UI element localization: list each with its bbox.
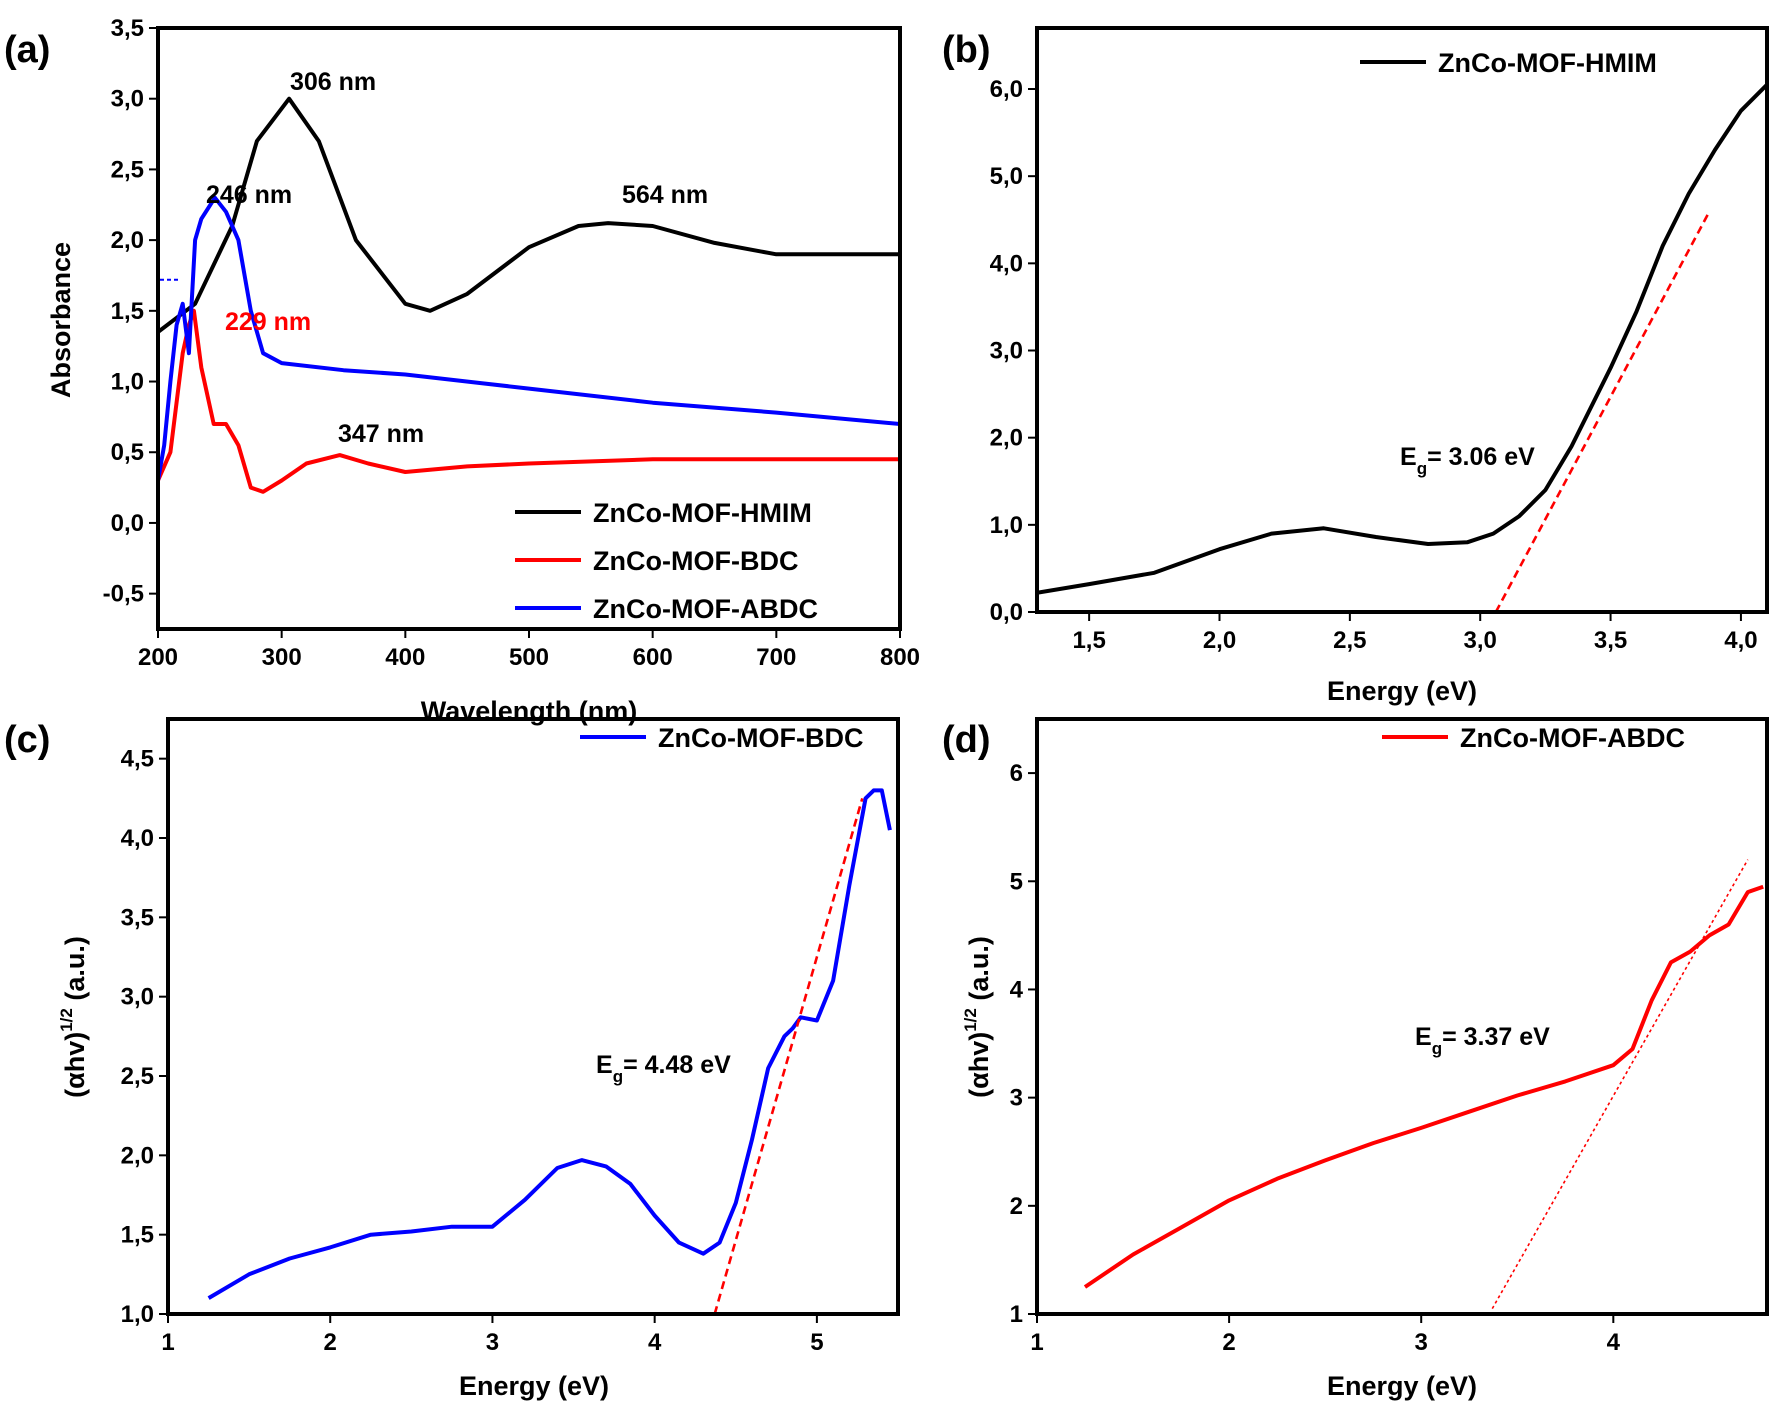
y-tick-label: 1,5 (121, 1222, 154, 1249)
y-tick-label: 6 (1010, 760, 1023, 787)
y-tick-label: 0,0 (111, 510, 144, 537)
x-tick-label: 600 (633, 644, 673, 671)
y-tick-label: 4,0 (121, 825, 154, 852)
bandgap-annotation: Eg= 4.48 eV (596, 1051, 731, 1086)
x-tick-label: 3 (1415, 1329, 1428, 1356)
y-tick-label: 3 (1010, 1085, 1023, 1112)
y-tick-label: 3,5 (121, 904, 154, 931)
peak-annotation: 246 nm (206, 181, 292, 209)
y-tick-label: 0,5 (111, 439, 144, 466)
plot-frame (1035, 26, 1769, 614)
peak-annotation: 306 nm (290, 68, 376, 96)
x-axis-label: Energy (eV) (459, 1371, 609, 1401)
x-tick-label: 5 (810, 1329, 823, 1356)
x-tick-label: 3,0 (1464, 627, 1497, 654)
y-tick-label: 4,5 (121, 746, 154, 773)
legend-label: ZnCo-MOF-HMIM (1438, 48, 1657, 78)
bandgap-annotation: Eg= 3.37 eV (1415, 1023, 1550, 1058)
series-line-ZnCo-MOF-HMIM (1037, 83, 1767, 595)
x-axis-label: Wavelength (nm) (421, 696, 638, 726)
plot-frame (1035, 717, 1769, 1316)
fit-line (1494, 210, 1711, 613)
y-tick-label: 2,0 (990, 425, 1023, 452)
x-tick-label: 1,5 (1072, 627, 1105, 654)
x-tick-label: 3,5 (1594, 627, 1627, 654)
y-tick-label: 1,0 (990, 512, 1023, 539)
x-tick-label: 500 (509, 644, 549, 671)
series-line-ZnCo-MOF-ABDC (1083, 884, 1764, 1289)
y-tick-label: 3,5 (111, 15, 144, 42)
x-axis-label: Energy (eV) (1327, 1371, 1477, 1401)
y-tick-label: 5 (1010, 868, 1023, 895)
panel-b: (b) 1,5 2,0 2,5 3,0 3,5 4,0 0,0 1,0 2,0 3,0 4,0 5,0 6… (942, 26, 1769, 706)
y-tick-label: 5,0 (990, 163, 1023, 190)
x-tick-label: 4 (1607, 1329, 1621, 1356)
x-tick-label: 400 (385, 644, 425, 671)
legend-label: ZnCo-MOF-HMIM (593, 498, 812, 528)
legend-label: ZnCo-MOF-ABDC (1460, 723, 1685, 753)
y-tick-label: -0,5 (103, 581, 144, 608)
panel-label: (c) (4, 719, 50, 761)
legend-label: ZnCo-MOF-BDC (593, 546, 798, 576)
x-tick-label: 3 (486, 1329, 499, 1356)
y-tick-label: 2,0 (111, 227, 144, 254)
panel-c: (c) 1 2 3 4 5 1,0 1,5 2,0 2,5 3,0 3,5 4,0 4,5 Energy (… (4, 717, 900, 1401)
x-tick-label: 1 (1030, 1329, 1043, 1356)
panel-label: (d) (942, 719, 991, 761)
peak-annotation: 347 nm (338, 420, 424, 448)
y-tick-label: 1,5 (111, 298, 144, 325)
plot-frame (156, 26, 902, 631)
y-tick-label: 2,5 (111, 156, 144, 183)
x-axis-label: Energy (eV) (1327, 676, 1477, 706)
x-tick-label: 2 (1222, 1329, 1235, 1356)
y-tick-label: 0,0 (990, 599, 1023, 626)
panel-label: (b) (942, 29, 991, 71)
fit-line (713, 797, 864, 1315)
x-tick-label: 2,0 (1203, 627, 1236, 654)
x-tick-label: 700 (756, 644, 796, 671)
y-tick-label: 3,0 (990, 338, 1023, 365)
panel-a: (a) 200 300 400 500 600 700 800 -0,5 0,0 0,5 1,0 1,5… (4, 15, 920, 726)
legend-label: ZnCo-MOF-ABDC (593, 594, 818, 624)
bandgap-annotation: Eg= 3.06 eV (1400, 443, 1535, 478)
legend-label: ZnCo-MOF-BDC (658, 723, 863, 753)
plot-frame (166, 717, 900, 1316)
series-line-ZnCo-MOF-BDC (158, 308, 900, 494)
peak-annotation: 229 nm (225, 308, 311, 336)
x-tick-label: 1 (161, 1329, 174, 1356)
y-tick-label: 2,0 (121, 1142, 154, 1169)
y-axis-label: (αhv)1/2 (a.u.) (57, 936, 90, 1098)
x-tick-label: 2,5 (1333, 627, 1366, 654)
y-tick-label: 3,0 (121, 984, 154, 1011)
y-tick-label: 4 (1010, 976, 1024, 1003)
series-line-ZnCo-MOF-HMIM (158, 96, 900, 334)
y-tick-label: 6,0 (990, 76, 1023, 103)
y-tick-label: 4,0 (990, 250, 1023, 277)
y-tick-label: 3,0 (111, 86, 144, 113)
x-tick-label: 4 (648, 1329, 662, 1356)
panel-d: (d) 1 2 3 4 1 2 3 4 5 6 Energy (eV) (αhv)1/2 (a.u.) Z… (942, 717, 1769, 1401)
y-tick-label: 1,0 (111, 369, 144, 396)
panel-label: (a) (4, 29, 50, 71)
x-tick-label: 200 (138, 644, 178, 671)
y-tick-label: 2 (1010, 1193, 1023, 1220)
series-line-ZnCo-MOF-ABDC (158, 195, 900, 481)
x-tick-label: 2 (324, 1329, 337, 1356)
x-tick-label: 800 (880, 644, 920, 671)
x-tick-label: 300 (262, 644, 302, 671)
y-tick-label: 1,0 (121, 1301, 154, 1328)
y-axis-label: Absorbance (46, 242, 76, 398)
series-line-ZnCo-MOF-BDC (207, 788, 892, 1300)
x-tick-label: 4,0 (1724, 627, 1757, 654)
y-axis-label: (αhv)1/2 (a.u.) (961, 936, 994, 1098)
fit-line (1491, 859, 1749, 1309)
peak-annotation: 564 nm (622, 181, 708, 209)
y-tick-label: 1 (1010, 1301, 1023, 1328)
y-tick-label: 2,5 (121, 1063, 154, 1090)
